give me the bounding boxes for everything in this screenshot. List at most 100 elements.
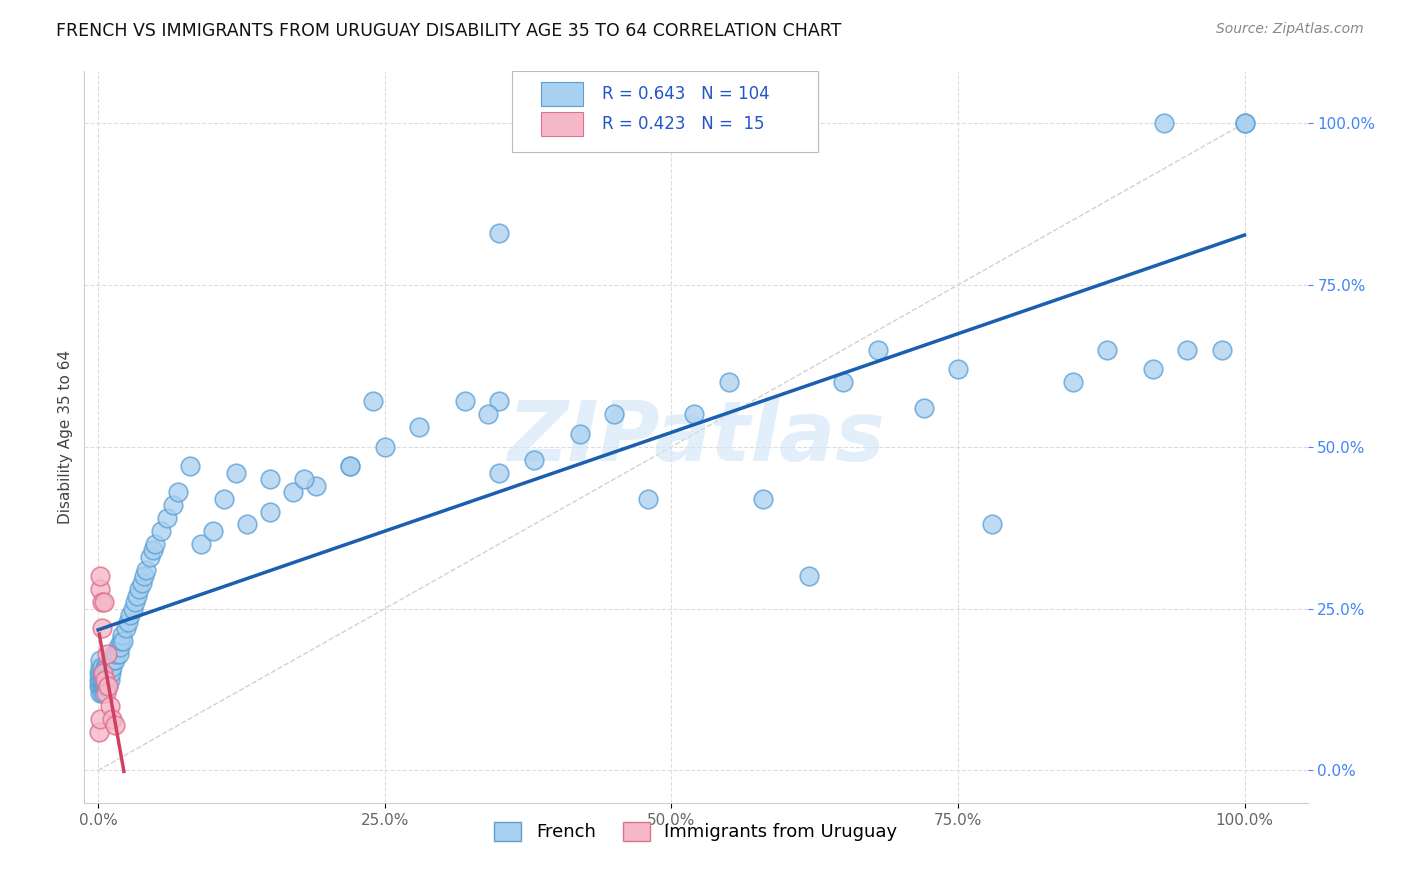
Text: R = 0.643   N = 104: R = 0.643 N = 104 — [602, 86, 769, 103]
Point — [946, 362, 969, 376]
Point — [408, 420, 430, 434]
Point — [91, 666, 114, 681]
Point — [523, 452, 546, 467]
Point — [603, 408, 626, 422]
Point — [100, 666, 122, 681]
Text: FRENCH VS IMMIGRANTS FROM URUGUAY DISABILITY AGE 35 TO 64 CORRELATION CHART: FRENCH VS IMMIGRANTS FROM URUGUAY DISABI… — [56, 22, 842, 40]
Point — [1175, 343, 1198, 357]
Point — [866, 343, 889, 357]
Point — [981, 517, 1004, 532]
Point — [145, 537, 167, 551]
Point — [97, 679, 120, 693]
Point — [162, 498, 184, 512]
Point — [568, 426, 591, 441]
Point — [98, 666, 121, 681]
Point — [294, 472, 316, 486]
Point — [121, 601, 143, 615]
Point — [114, 621, 136, 635]
Point — [179, 459, 201, 474]
Point — [127, 589, 149, 603]
Point — [212, 491, 235, 506]
Point — [100, 653, 122, 667]
Point — [105, 647, 128, 661]
Point — [89, 712, 111, 726]
Point — [101, 660, 124, 674]
Point — [374, 440, 396, 454]
FancyBboxPatch shape — [513, 71, 818, 152]
Point — [167, 485, 190, 500]
Point — [89, 653, 111, 667]
Point — [90, 666, 112, 681]
Point — [94, 686, 117, 700]
Point — [107, 647, 129, 661]
Point — [124, 595, 146, 609]
Point — [101, 712, 124, 726]
Point — [94, 679, 117, 693]
Point — [752, 491, 775, 506]
Point — [259, 472, 281, 486]
Point — [93, 666, 115, 681]
Point — [683, 408, 706, 422]
Point — [717, 375, 740, 389]
Point — [96, 666, 118, 681]
Point — [488, 394, 510, 409]
Point — [98, 673, 121, 687]
Point — [637, 491, 659, 506]
Text: Source: ZipAtlas.com: Source: ZipAtlas.com — [1216, 22, 1364, 37]
Point — [225, 466, 247, 480]
Point — [89, 666, 111, 681]
Point — [142, 543, 165, 558]
Point — [361, 394, 384, 409]
Point — [97, 660, 120, 674]
Point — [1153, 116, 1175, 130]
Point — [832, 375, 855, 389]
Point — [89, 679, 111, 693]
Point — [110, 634, 132, 648]
Point — [1095, 343, 1118, 357]
Point — [91, 666, 114, 681]
Point — [90, 595, 112, 609]
Point — [150, 524, 173, 538]
Point — [94, 660, 117, 674]
Point — [1233, 116, 1256, 130]
Point — [108, 640, 131, 655]
Point — [90, 621, 112, 635]
Point — [91, 679, 114, 693]
Point — [259, 504, 281, 518]
Point — [89, 724, 111, 739]
Point — [135, 563, 157, 577]
Point — [797, 569, 820, 583]
Point — [89, 679, 111, 693]
Point — [236, 517, 259, 532]
Point — [104, 653, 127, 667]
Point — [1211, 343, 1233, 357]
Point — [93, 679, 115, 693]
Point — [138, 549, 160, 564]
Point — [90, 679, 112, 693]
Point — [89, 673, 111, 687]
Point — [91, 673, 114, 687]
Point — [132, 569, 155, 583]
Point — [128, 582, 150, 597]
Point — [89, 569, 111, 583]
Point — [104, 718, 127, 732]
Point — [94, 673, 117, 687]
Point — [1233, 116, 1256, 130]
Legend: French, Immigrants from Uruguay: French, Immigrants from Uruguay — [486, 814, 905, 848]
Point — [90, 673, 112, 687]
Point — [89, 673, 111, 687]
Point — [101, 653, 124, 667]
Point — [98, 698, 121, 713]
Point — [477, 408, 499, 422]
Point — [94, 666, 117, 681]
Point — [111, 627, 134, 641]
Point — [156, 511, 179, 525]
Point — [454, 394, 477, 409]
Point — [488, 466, 510, 480]
Point — [89, 582, 111, 597]
Point — [96, 647, 118, 661]
Point — [107, 640, 129, 655]
Point — [94, 660, 117, 674]
Point — [1142, 362, 1164, 376]
Point — [93, 686, 115, 700]
